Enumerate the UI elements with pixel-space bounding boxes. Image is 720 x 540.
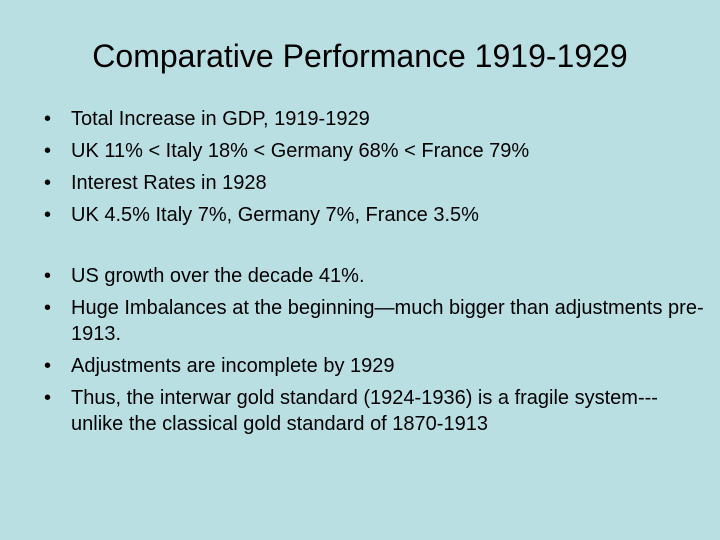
bullet-item: • Thus, the interwar gold standard (1924… — [44, 382, 704, 440]
bullet-dot-icon: • — [44, 387, 52, 409]
bullet-dot-icon: • — [44, 172, 52, 194]
bullet-item: • Interest Rates in 1928 — [44, 167, 704, 199]
bullet-text: UK 4.5% Italy 7%, Germany 7%, France 3.5… — [71, 204, 479, 226]
bullet-text: Huge Imbalances at the beginning—much bi… — [71, 297, 704, 345]
bullet-dot-icon: • — [44, 140, 52, 162]
bullet-list-conclusions: • US growth over the decade 41%. • Huge … — [44, 260, 704, 440]
bullet-text: Interest Rates in 1928 — [71, 172, 267, 194]
bullet-item: • Huge Imbalances at the beginning—much … — [44, 292, 704, 350]
bullet-text: US growth over the decade 41%. — [71, 265, 365, 287]
slide-title: Comparative Performance 1919-1929 — [92, 38, 628, 74]
bullet-text: Total Increase in GDP, 1919-1929 — [71, 108, 370, 130]
bullet-item: • Adjustments are incomplete by 1929 — [44, 350, 704, 382]
bullet-item: • UK 11% < Italy 18% < Germany 68% < Fra… — [44, 135, 704, 167]
bullet-item: • Total Increase in GDP, 1919-1929 — [44, 103, 704, 135]
bullet-item: • UK 4.5% Italy 7%, Germany 7%, France 3… — [44, 199, 704, 231]
bullet-text: Thus, the interwar gold standard (1924-1… — [71, 387, 658, 435]
bullet-text: UK 11% < Italy 18% < Germany 68% < Franc… — [71, 140, 530, 162]
bullet-dot-icon: • — [44, 265, 52, 287]
bullet-dot-icon: • — [44, 204, 52, 226]
bullet-list-gdp-rates: • Total Increase in GDP, 1919-1929 • UK … — [44, 103, 704, 231]
bullet-item: • US growth over the decade 41%. — [44, 260, 704, 292]
bullet-dot-icon: • — [44, 297, 52, 319]
bullet-dot-icon: • — [44, 355, 52, 377]
bullet-text: Adjustments are incomplete by 1929 — [71, 355, 395, 377]
bullet-dot-icon: • — [44, 108, 52, 130]
